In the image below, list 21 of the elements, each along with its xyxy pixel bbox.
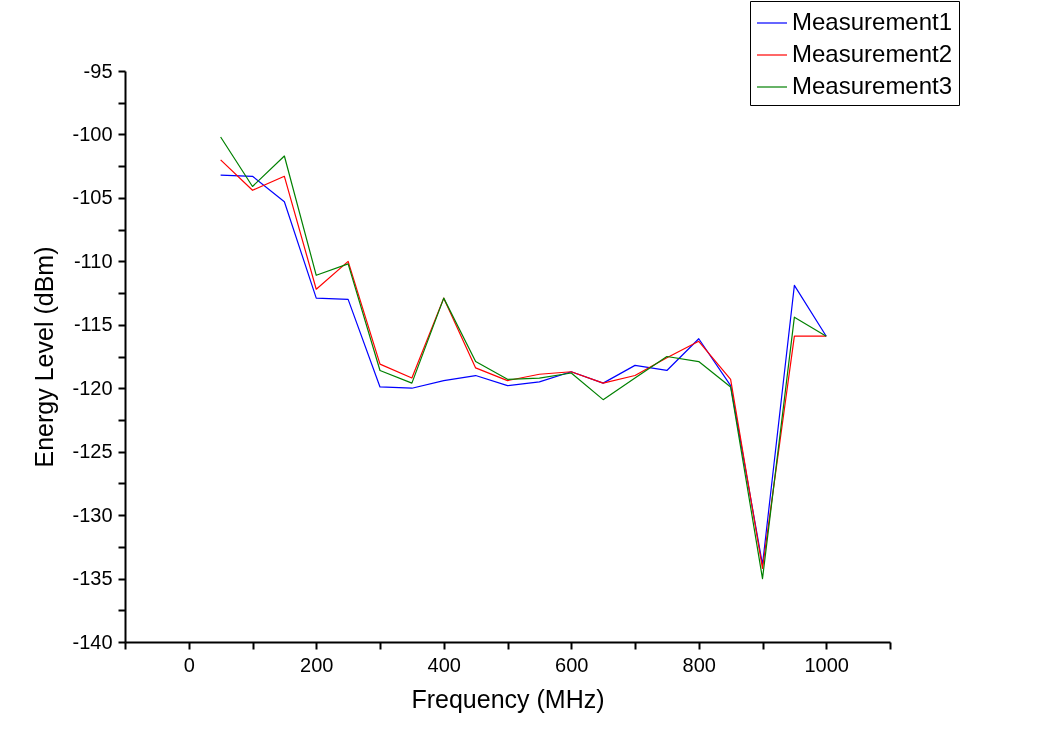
legend-label: Measurement2: [792, 40, 953, 67]
y-tick-label: -130: [72, 503, 113, 526]
y-tick-label: -105: [72, 186, 113, 209]
y-tick-label: -125: [72, 440, 113, 463]
x-tick-label: 600: [555, 653, 589, 676]
y-tick-label: -140: [72, 630, 113, 653]
legend-label: Measurement3: [792, 72, 953, 99]
x-tick-label: 200: [300, 653, 334, 676]
y-tick-label: -115: [73, 313, 113, 336]
legend-label: Measurement1: [792, 8, 953, 35]
y-tick-label: -95: [83, 59, 113, 82]
y-tick-label: -135: [72, 567, 113, 590]
y-tick-label: -100: [72, 122, 113, 145]
x-axis-title: Frequency (MHz): [411, 684, 605, 713]
x-tick-label: 1000: [804, 653, 849, 676]
y-tick-label: -110: [73, 249, 113, 272]
y-axis-title: Energy Level (dBm): [30, 246, 59, 468]
y-tick-label: -120: [72, 376, 113, 399]
x-tick-label: 400: [427, 653, 461, 676]
x-tick-label: 0: [183, 653, 195, 676]
x-tick-label: 800: [682, 653, 716, 676]
